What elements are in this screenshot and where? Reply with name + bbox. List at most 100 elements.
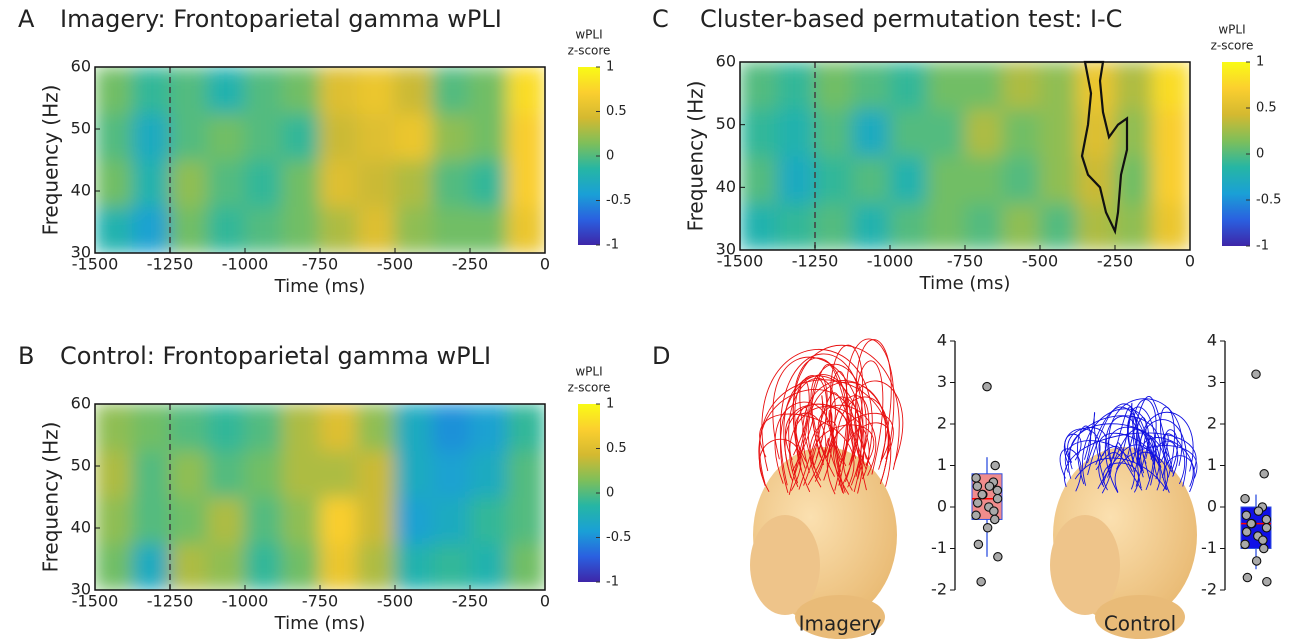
heatmap-cell: [740, 108, 778, 157]
heatmap-cell: [394, 450, 433, 498]
colorbar-title: z-score: [568, 44, 611, 58]
connection: [789, 406, 849, 488]
panel-letter: D: [652, 342, 670, 370]
data-point: [1241, 527, 1252, 537]
heatmap-cell: [740, 155, 778, 204]
heatmap-cell: [169, 404, 208, 451]
heatmap-cell: [282, 113, 321, 161]
heatmap-cell: [740, 62, 778, 110]
heatmap-cell: [319, 159, 358, 207]
heatmap-cell: [777, 108, 816, 157]
data-point: [1259, 543, 1269, 554]
heatmap-cell: [95, 159, 133, 207]
heatmap-cell: [394, 67, 433, 114]
x-tick-label: -500: [1022, 252, 1058, 271]
heatmap-cell: [814, 108, 853, 157]
heatmap-cell: [469, 67, 508, 114]
y-tick-label: -1: [931, 538, 947, 557]
panel-letter: C: [652, 5, 669, 33]
colorbar-tick-label: 1: [1256, 55, 1264, 70]
heatmap-cell: [357, 404, 396, 451]
heatmap-cell: [1002, 108, 1041, 157]
heatmap-cell: [1077, 62, 1116, 110]
y-tick-label: 3: [937, 372, 947, 391]
data-point: [1242, 572, 1253, 583]
heatmap-cell: [169, 450, 208, 498]
heatmap-cell: [282, 450, 321, 498]
heatmap-cell: [1114, 62, 1153, 110]
heatmap-cell: [207, 543, 246, 590]
heatmap-cell: [1039, 62, 1078, 110]
connection: [1098, 432, 1161, 491]
heatmap-cell: [777, 62, 816, 110]
heatmap-cell: [432, 206, 471, 253]
y-tick-label: 3: [1207, 372, 1217, 391]
heatmap-cell: [394, 113, 433, 161]
heatmap-cell: [207, 450, 246, 498]
colorbar-tick-label: 1: [606, 60, 614, 75]
heatmap-cell: [95, 496, 133, 544]
heatmap-cell: [319, 496, 358, 544]
heatmap-cell: [169, 496, 208, 544]
data-point: [990, 460, 1000, 471]
heatmap-cell: [740, 202, 778, 250]
panel-letter: B: [18, 342, 34, 370]
heatmap-cell: [169, 159, 208, 207]
connection: [1101, 463, 1119, 494]
heatmap-cell: [1152, 155, 1190, 204]
colorbar-title: z-score: [568, 381, 611, 395]
y-tick-label: -2: [1201, 580, 1217, 599]
data-point: [1240, 493, 1250, 504]
heatmap-cell: [432, 159, 471, 207]
x-tick-label: -250: [452, 255, 488, 274]
connection: [1108, 398, 1183, 467]
heatmap-cell: [432, 543, 471, 590]
heatmap-cell: [1114, 202, 1153, 250]
heatmap-cell: [469, 496, 508, 544]
heatmap-cell: [852, 108, 891, 157]
connection: [1107, 429, 1162, 478]
heatmap-cell: [357, 67, 396, 114]
heatmap-cell: [132, 543, 171, 590]
connection: [792, 344, 900, 470]
heatmap-cell: [852, 62, 891, 110]
x-tick-label: -1000: [867, 252, 914, 271]
colorbar-title: z-score: [1211, 39, 1254, 53]
connection: [788, 377, 836, 484]
connection: [1095, 452, 1143, 491]
heatmap-cell: [889, 108, 928, 157]
heatmap-cell: [507, 404, 545, 451]
x-tick-label: -500: [377, 255, 413, 274]
y-axis-label: Frequency (Hz): [39, 422, 63, 573]
heatmap-cell: [507, 113, 545, 161]
heatmap-cell: [394, 159, 433, 207]
data-point: [990, 514, 1000, 525]
connection: [794, 375, 828, 469]
heatmap: [95, 404, 545, 590]
x-tick-label: -250: [452, 592, 488, 611]
data-point: [989, 506, 999, 516]
data-point: [1259, 469, 1269, 479]
heatmap-cell: [432, 496, 471, 544]
heatmap-cell: [244, 206, 283, 253]
x-tick-label: 0: [1185, 252, 1195, 271]
heatmap-cell: [469, 404, 508, 451]
colorbar-tick-label: -0.5: [1256, 193, 1281, 208]
connection: [814, 410, 847, 479]
heatmap-cell: [394, 206, 433, 253]
heatmap-cell: [207, 206, 246, 253]
connection: [1164, 455, 1195, 493]
heatmap-cell: [319, 67, 358, 114]
x-tick-label: -500: [377, 592, 413, 611]
data-point: [972, 481, 983, 491]
chart-title: Cluster-based permutation test: I-C: [700, 5, 1122, 33]
connection: [1145, 435, 1155, 491]
connection: [1112, 406, 1150, 480]
x-tick-label: -1250: [147, 592, 194, 611]
heatmap-cell: [964, 62, 1003, 110]
connection: [1098, 445, 1122, 488]
heatmap-cell: [357, 543, 396, 590]
x-tick-label: -750: [302, 592, 338, 611]
connection: [1128, 406, 1156, 486]
heatmap-cell: [469, 206, 508, 253]
